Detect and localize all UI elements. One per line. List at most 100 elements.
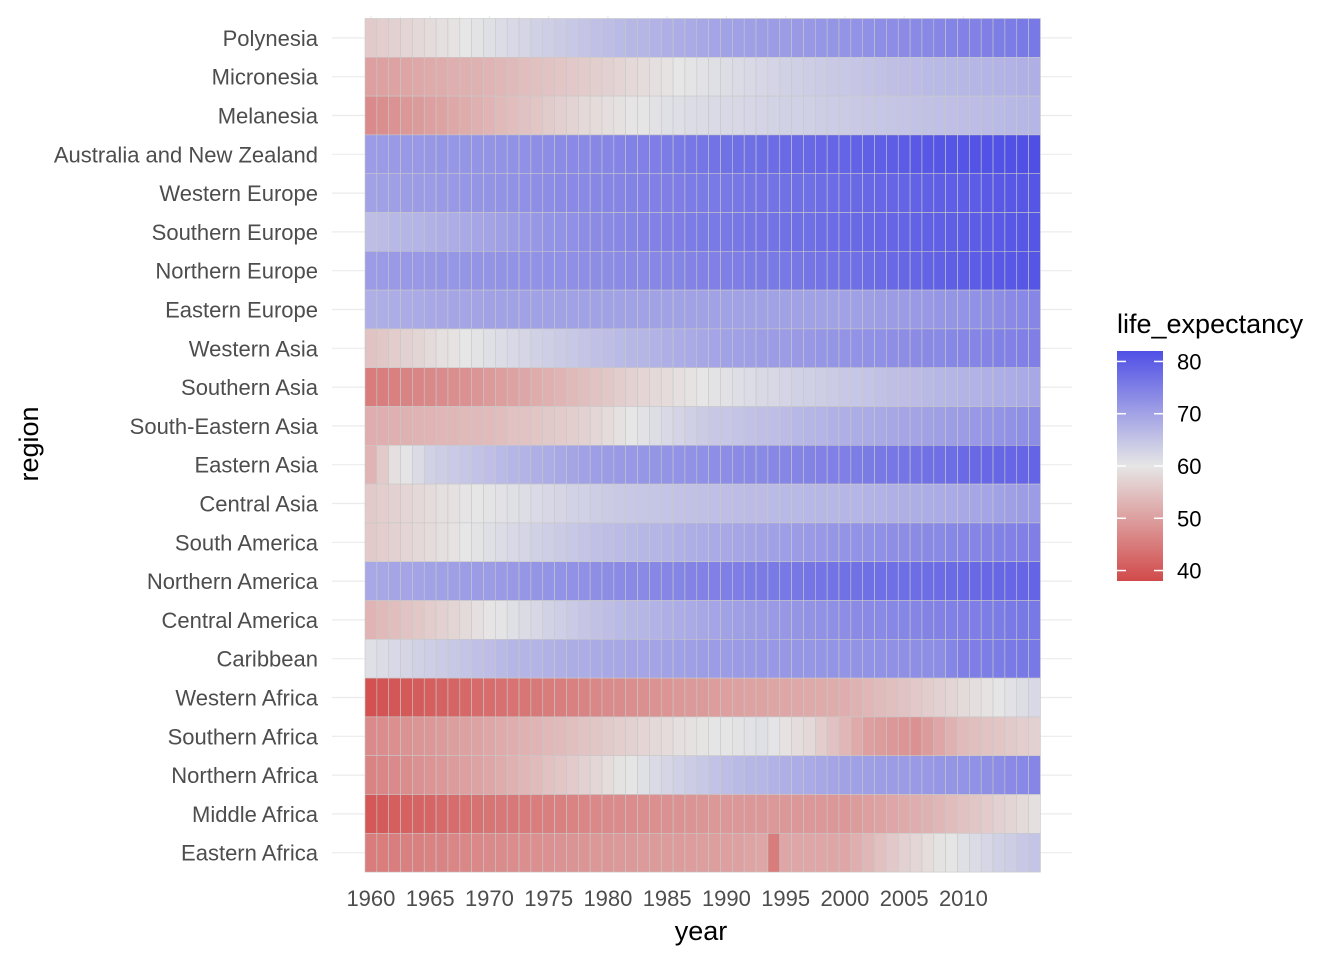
heatmap-tile bbox=[601, 638, 615, 679]
heatmap-tile bbox=[672, 95, 686, 136]
heatmap-tile bbox=[530, 677, 544, 718]
heatmap-tile bbox=[483, 95, 496, 136]
heatmap-tile bbox=[814, 483, 828, 524]
heatmap-tile bbox=[435, 95, 449, 136]
heatmap-tile bbox=[518, 638, 532, 679]
heatmap-tile bbox=[909, 251, 923, 291]
heatmap-tile bbox=[376, 134, 390, 174]
heatmap-tile bbox=[732, 251, 745, 291]
heatmap-tile bbox=[957, 289, 970, 330]
heatmap-tile bbox=[613, 716, 626, 757]
heatmap-tile bbox=[838, 289, 852, 330]
heatmap-tile bbox=[566, 212, 579, 252]
heatmap-tile bbox=[779, 483, 792, 524]
heatmap-tile bbox=[435, 444, 449, 485]
heatmap-tile bbox=[897, 755, 911, 795]
heatmap-tile bbox=[862, 638, 875, 679]
heatmap-tile bbox=[732, 483, 745, 524]
heatmap-tile bbox=[506, 134, 520, 174]
heatmap-tile bbox=[933, 212, 946, 252]
heatmap-tile bbox=[779, 444, 792, 485]
heatmap-tile bbox=[708, 406, 721, 446]
heatmap-tile bbox=[364, 406, 378, 446]
heatmap-tile bbox=[969, 638, 982, 679]
heatmap-tile bbox=[945, 212, 958, 252]
heatmap-tile bbox=[826, 18, 840, 58]
heatmap-tile bbox=[814, 134, 828, 174]
heatmap-tile bbox=[613, 56, 626, 97]
heatmap-tile bbox=[495, 95, 508, 136]
heatmap-tile bbox=[874, 134, 887, 174]
heatmap-tile bbox=[376, 638, 390, 679]
legend-tick-label: 50 bbox=[1177, 506, 1201, 531]
heatmap-tile bbox=[530, 289, 544, 330]
heatmap-tile bbox=[542, 561, 555, 601]
heatmap-tile bbox=[447, 755, 461, 795]
heatmap-tile bbox=[554, 251, 567, 291]
heatmap-tile bbox=[542, 483, 555, 524]
heatmap-tile bbox=[826, 251, 840, 291]
heatmap-tile bbox=[838, 251, 852, 291]
heatmap-tile bbox=[625, 406, 638, 446]
heatmap-tile bbox=[625, 289, 638, 330]
heatmap-tile bbox=[483, 328, 496, 368]
heatmap-tile bbox=[1028, 677, 1041, 718]
heatmap-tile bbox=[554, 56, 567, 97]
heatmap-tile bbox=[1028, 755, 1041, 795]
heatmap-tile bbox=[435, 367, 449, 407]
heatmap-tile bbox=[566, 522, 579, 563]
x-tick-label: 1970 bbox=[465, 886, 514, 911]
heatmap-tile bbox=[909, 212, 923, 252]
heatmap-tile bbox=[945, 483, 958, 524]
heatmap-tile bbox=[909, 173, 923, 213]
heatmap-tile bbox=[376, 173, 390, 213]
y-tick-label: Northern Africa bbox=[171, 763, 318, 788]
heatmap-tile bbox=[554, 95, 567, 136]
heatmap-tile bbox=[933, 600, 946, 640]
heatmap-tile bbox=[933, 444, 946, 485]
heatmap-tile bbox=[542, 522, 555, 563]
heatmap-tile bbox=[708, 832, 721, 873]
heatmap-tile bbox=[980, 716, 994, 757]
heatmap-tile bbox=[1016, 561, 1029, 601]
heatmap-tile bbox=[874, 794, 887, 834]
heatmap-tile bbox=[530, 328, 544, 368]
heatmap-tile bbox=[577, 18, 591, 58]
heatmap-tile bbox=[554, 328, 567, 368]
heatmap-tile bbox=[1004, 289, 1018, 330]
heatmap-tile bbox=[672, 638, 686, 679]
heatmap-tile bbox=[412, 561, 425, 601]
y-tick-label: South-Eastern Asia bbox=[130, 414, 319, 439]
heatmap-tile bbox=[1028, 289, 1041, 330]
heatmap-tile bbox=[566, 677, 579, 718]
heatmap-tile bbox=[1004, 18, 1018, 58]
heatmap-tile bbox=[874, 328, 887, 368]
heatmap-tile bbox=[649, 56, 662, 97]
heatmap-tile bbox=[850, 483, 863, 524]
heatmap-tile bbox=[435, 638, 449, 679]
heatmap-tile bbox=[696, 367, 709, 407]
heatmap-tile bbox=[495, 328, 508, 368]
heatmap-tile bbox=[732, 444, 745, 485]
heatmap-tile bbox=[708, 483, 721, 524]
heatmap-tile bbox=[483, 755, 496, 795]
heatmap-tile bbox=[495, 561, 508, 601]
heatmap-tile bbox=[589, 522, 603, 563]
heatmap-tile bbox=[364, 483, 378, 524]
heatmap-tile bbox=[589, 289, 603, 330]
heatmap-tile bbox=[577, 444, 591, 485]
heatmap-tile bbox=[921, 367, 935, 407]
heatmap-tile bbox=[684, 328, 698, 368]
heatmap-tile bbox=[850, 522, 863, 563]
heatmap-tile bbox=[732, 716, 745, 757]
heatmap-tile bbox=[980, 522, 994, 563]
heatmap-tile bbox=[803, 561, 816, 601]
heatmap-tile bbox=[684, 18, 698, 58]
heatmap-tile bbox=[376, 755, 390, 795]
heatmap-tile bbox=[696, 328, 709, 368]
x-tick-label: 1990 bbox=[702, 886, 751, 911]
heatmap-tile bbox=[601, 95, 615, 136]
heatmap-tile bbox=[506, 251, 520, 291]
heatmap-tile bbox=[838, 522, 852, 563]
heatmap-tile bbox=[506, 56, 520, 97]
